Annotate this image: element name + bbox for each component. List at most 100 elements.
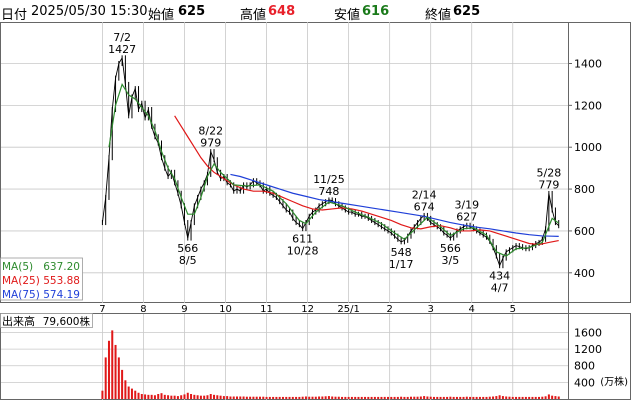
volume-bar <box>357 396 360 399</box>
volume-bar <box>498 395 501 399</box>
ma25-line <box>174 115 559 246</box>
volume-bar <box>153 395 156 399</box>
legend-ma25-value: 553.88 <box>43 275 80 287</box>
volume-bar <box>400 396 403 399</box>
volume-bar <box>229 396 232 399</box>
volume-bar <box>492 396 495 399</box>
annotation-value: 779 <box>538 178 559 191</box>
volume-bar <box>462 396 465 399</box>
volume-bar <box>373 396 376 399</box>
volume-bar <box>482 396 485 399</box>
annotation-date: 1/17 <box>389 258 414 271</box>
legend-ma75-value: 574.19 <box>43 289 80 301</box>
x-tick-label: 8 <box>140 304 146 315</box>
volume-bar <box>206 395 209 399</box>
open-label: 始値 <box>148 8 175 23</box>
volume-bar <box>127 386 130 399</box>
volume-bar <box>186 392 189 399</box>
volume-bar <box>321 396 324 399</box>
volume-bar <box>163 394 166 399</box>
volume-bar <box>436 396 439 399</box>
volume-bar <box>508 396 511 399</box>
volume-bar <box>413 396 416 399</box>
volume-bar <box>324 396 327 399</box>
volume-bar <box>275 396 278 399</box>
volume-bar <box>557 396 560 399</box>
volume-bar <box>364 396 367 399</box>
x-tick-label: 7 <box>99 304 105 315</box>
volume-bar <box>538 396 541 399</box>
volume-bar <box>465 396 468 399</box>
volume-bar <box>446 396 449 399</box>
volume-bar <box>396 396 399 399</box>
volume-bar <box>360 396 363 399</box>
volume-bar <box>485 396 488 399</box>
volume-bar <box>341 396 344 399</box>
volume-bar <box>308 396 311 399</box>
x-tick-label: 5 <box>510 304 516 315</box>
volume-title: 出来高 <box>2 314 35 328</box>
low-value: 616 <box>362 4 390 19</box>
volume-bar <box>114 344 117 399</box>
volume-unit: (万株) <box>600 375 628 388</box>
x-tick-label: 9 <box>181 304 187 315</box>
x-tick-label: 25/1 <box>337 304 359 315</box>
annotation-date: 7/2 <box>113 31 131 44</box>
volume-bar <box>285 396 288 399</box>
volume-bar <box>370 396 373 399</box>
date-label: 日付 <box>1 8 28 23</box>
volume-bar <box>278 396 281 399</box>
close-label: 終値 <box>425 8 452 23</box>
volume-bar <box>551 395 554 399</box>
volume-bar <box>252 396 255 399</box>
volume-bar <box>515 396 518 399</box>
volume-bar <box>232 396 235 399</box>
high-label: 高値 <box>240 8 267 23</box>
volume-bar <box>495 396 498 399</box>
price-tick-label: 600 <box>574 225 595 238</box>
volume-bar <box>429 396 432 399</box>
price-annotations: 7/214278/229795668/561110/2811/257485481… <box>108 31 561 295</box>
x-tick-label: 12 <box>301 304 314 315</box>
legend-ma5-label: MA(5) <box>2 261 33 273</box>
ma-legend: MA(5) 637.20 MA(25) 553.88 MA(75) 574.19 <box>0 257 83 301</box>
volume-bar <box>265 396 268 399</box>
annotation-value: 627 <box>456 210 477 223</box>
volume-bar <box>226 396 229 399</box>
volume-bar <box>439 396 442 399</box>
low-label: 安値 <box>334 8 361 23</box>
annotation-date: 3/19 <box>454 198 479 211</box>
volume-bar <box>288 396 291 399</box>
volume-bar <box>291 396 294 399</box>
volume-axis: 400 800 1200 1600 <box>574 326 602 389</box>
price-tick-label: 1400 <box>574 57 602 70</box>
volume-bar <box>124 380 127 399</box>
volume-bar <box>193 394 196 399</box>
volume-bar <box>281 396 284 399</box>
volume-bar <box>347 396 350 399</box>
volume-bar <box>331 396 334 399</box>
volume-bar <box>295 396 298 399</box>
annotation-value: 1427 <box>108 43 136 56</box>
volume-bar <box>505 396 508 399</box>
volume-bar <box>354 396 357 399</box>
volume-bar <box>170 395 173 399</box>
volume-bar <box>416 396 419 399</box>
volume-bar <box>130 388 133 399</box>
volume-bar <box>209 394 212 399</box>
volume-bar <box>107 340 110 399</box>
annotation-value: 434 <box>489 270 510 283</box>
datetime: 2025/05/30 15:30 <box>31 4 148 19</box>
volume-bar <box>334 396 337 399</box>
volume-bar <box>134 390 137 399</box>
volume-bar <box>117 357 120 399</box>
volume-bar <box>258 396 261 399</box>
volume-bar <box>528 396 531 399</box>
volume-bar <box>423 396 426 399</box>
x-tick-label: 2 <box>386 304 392 315</box>
ma75-line <box>230 173 559 237</box>
volume-bar <box>160 393 163 399</box>
volume-bar <box>469 396 472 399</box>
volume-bar <box>403 396 406 399</box>
annotation-date: 2/14 <box>412 188 437 201</box>
